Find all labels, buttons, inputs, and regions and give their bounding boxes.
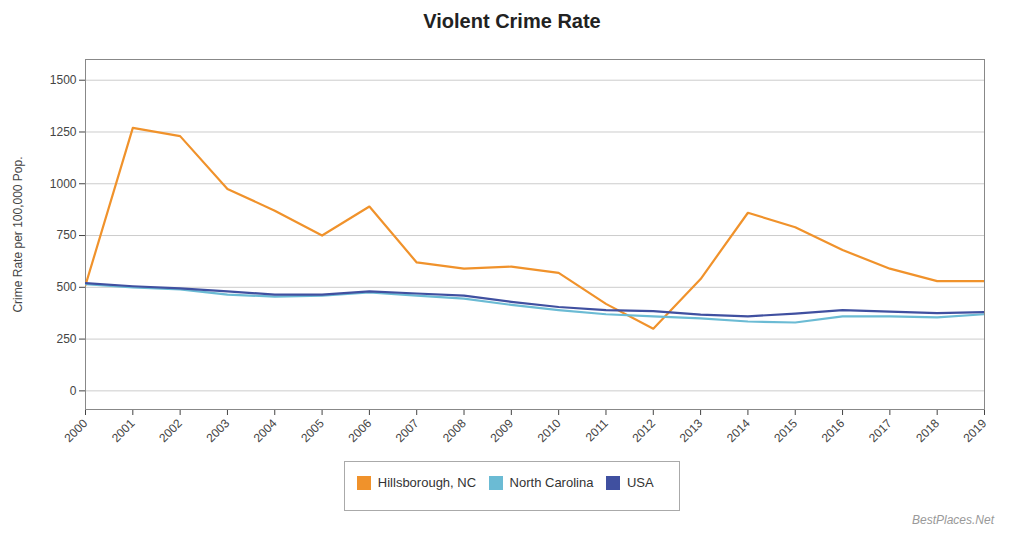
svg-text:2001: 2001 — [109, 416, 138, 445]
svg-text:2009: 2009 — [487, 416, 516, 445]
svg-text:500: 500 — [56, 280, 76, 294]
html-text:Violent Crime Rate: Violent Crime Rate — [423, 10, 601, 32]
svg-text:2008: 2008 — [440, 416, 469, 445]
html-text:USA: USA — [626, 475, 654, 490]
svg-text:2002: 2002 — [156, 416, 185, 445]
svg-text:750: 750 — [56, 228, 76, 242]
html-text:Hillsborough, NC: Hillsborough, NC — [377, 475, 477, 490]
svg-text:250: 250 — [56, 332, 76, 346]
svg-text:1000: 1000 — [50, 177, 77, 191]
svg-text:Crime Rate per 100,000 Pop.: Crime Rate per 100,000 Pop. — [11, 156, 25, 312]
svg-text:2017: 2017 — [866, 416, 895, 445]
svg-text:2012: 2012 — [629, 416, 658, 445]
svg-text:0: 0 — [70, 384, 77, 398]
html-text:North Carolina: North Carolina — [509, 475, 594, 490]
svg-text:2018: 2018 — [913, 416, 942, 445]
html-text:BestPlaces.Net: BestPlaces.Net — [912, 512, 994, 527]
svg-text:2010: 2010 — [535, 416, 564, 445]
svg-text:2013: 2013 — [677, 416, 706, 445]
svg-text:2003: 2003 — [204, 416, 233, 445]
svg-text:2011: 2011 — [583, 416, 611, 444]
svg-text:2019: 2019 — [961, 416, 990, 445]
svg-text:1250: 1250 — [50, 125, 77, 139]
svg-text:2007: 2007 — [393, 416, 422, 445]
svg-text:2004: 2004 — [251, 416, 280, 445]
svg-text:1500: 1500 — [50, 73, 77, 87]
svg-text:2006: 2006 — [345, 416, 374, 445]
svg-text:2014: 2014 — [724, 416, 753, 445]
svg-text:2015: 2015 — [771, 416, 800, 445]
svg-text:2005: 2005 — [298, 416, 327, 445]
svg-text:2016: 2016 — [819, 416, 848, 445]
svg-text:2000: 2000 — [62, 416, 91, 445]
